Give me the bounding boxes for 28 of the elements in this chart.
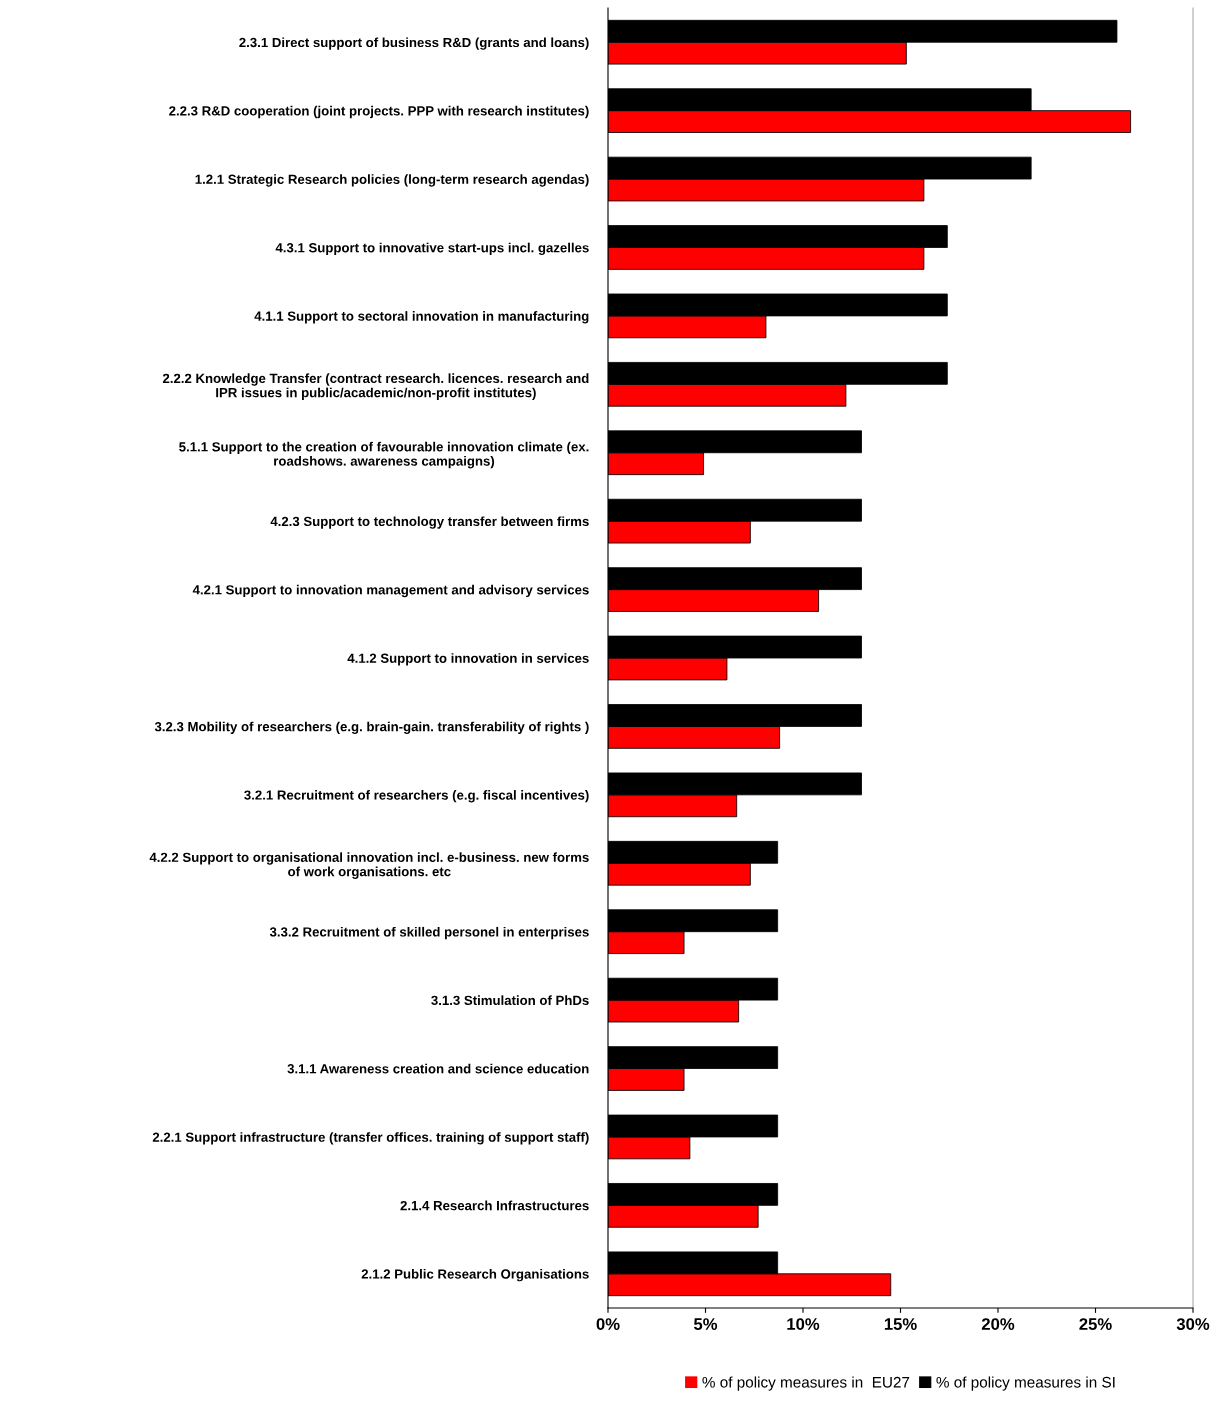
y-tick-label: 4.2.2 Support to organisational innovation incl. e-business. new forms of work organisations. etc <box>149 852 589 879</box>
y-tick-label: 3.1.3 Stimulation of PhDs <box>431 995 589 1006</box>
y-tick-label: 4.1.1 Support to sectoral innovation in manufacturing <box>254 311 589 324</box>
y-tick-label: 2.2.3 R&D cooperation (joint projects. PPP with research institutes) <box>169 105 589 119</box>
y-tick-label: 4.1.2 Support to innovation in services <box>347 653 589 666</box>
x-tick-label: 10% <box>787 1318 820 1330</box>
x-tick-label: 5% <box>693 1318 718 1330</box>
y-tick-label: 3.2.1 Recruitment of researchers (e.g. fiscal incentives) <box>244 790 589 803</box>
y-tick-label: 4.2.3 Support to technology transfer between firms <box>270 516 589 529</box>
y-tick-label: 2.3.1 Direct support of business R&D (grants and loans) <box>239 37 589 50</box>
y-tick-label: 3.2.3 Mobility of researchers (e.g. brain-gain. transferability of rights ) <box>154 721 589 734</box>
y-tick-label: 5.1.1 Support to the creation of favourable innovation climate (ex. roadshows. awareness campaigns) <box>179 441 589 469</box>
x-tick-label: 30% <box>1176 1318 1210 1330</box>
y-tick-label: 2.2.1 Support infrastructure (transfer offices. training of support staff) <box>152 1132 589 1145</box>
y-tick-label: 2.2.2 Knowledge Transfer (contract research. licences. research and IPR issues in public/academic/non-profit institutes) <box>162 373 589 400</box>
y-tick-label: 3.3.2 Recruitment of skilled personel in enterprises <box>269 926 589 940</box>
x-tick-label: 0% <box>596 1318 620 1330</box>
y-tick-label: 1.2.1 Strategic Research policies (long-term research agendas) <box>195 174 589 187</box>
x-tick-label: 20% <box>981 1318 1015 1330</box>
y-tick-label: 3.1.1 Awareness creation and science education <box>287 1063 589 1074</box>
legend-label: % of policy measures in EU27 <box>702 1376 910 1391</box>
y-tick-label: 2.1.4 Research Infrastructures <box>400 1200 589 1211</box>
y-tick-label: 4.3.1 Support to innovative start-ups incl. gazelles <box>275 242 589 256</box>
y-tick-label: 4.2.1 Support to innovation management and advisory services <box>192 584 589 598</box>
y-tick-label: 2.1.2 Public Research Organisations <box>361 1269 589 1282</box>
x-tick-label: 15% <box>884 1318 917 1330</box>
x-tick-label: 25% <box>1079 1318 1112 1330</box>
legend-label: % of policy measures in SI <box>936 1376 1115 1391</box>
